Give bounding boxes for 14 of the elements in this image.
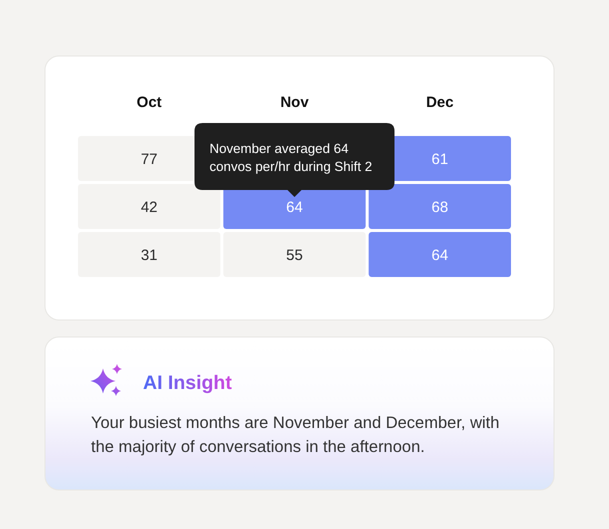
x-tick-label: Dec [426,94,454,111]
x-tick-label: Oct [136,94,162,111]
data-label: 55 [286,247,303,264]
data-label: 64 [286,199,303,216]
data-label: 31 [140,247,158,264]
data-label: 68 [431,199,448,216]
annotation: November averaged 64 convos per/hr during Shift 2 [210,141,372,174]
data-label: 61 [431,151,448,168]
x-tick-label: Nov [280,94,310,111]
data-label: 64 [431,247,448,264]
text: AI Insight [143,372,232,394]
data-label: 77 [140,151,158,168]
text: Your busiest months are November and December, with the majority of conversations in the afternoon. [91,414,500,456]
data-label: 42 [140,199,158,216]
